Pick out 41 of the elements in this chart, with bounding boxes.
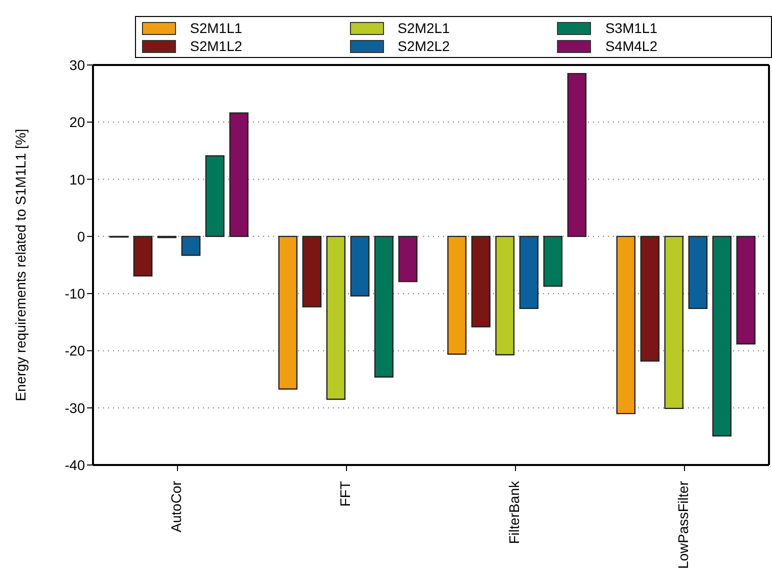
bar (736, 236, 756, 344)
bar (326, 236, 346, 400)
y-tick-label: 0 (77, 228, 86, 244)
bar (543, 236, 562, 287)
y-tick-label: -30 (64, 400, 86, 416)
bar (640, 236, 660, 362)
y-tick-label: -10 (64, 286, 86, 302)
bar (567, 72, 586, 238)
x-tick-label: AutoCor (168, 480, 184, 532)
x-tick-label: FFT (337, 480, 354, 507)
bar (471, 236, 490, 328)
legend-label: S2M2L1 (398, 20, 450, 36)
bar (350, 236, 370, 296)
bar (664, 236, 684, 410)
y-tick-label: -40 (64, 456, 86, 473)
bar (616, 236, 636, 414)
legend-label: S3M1L1 (605, 20, 658, 36)
bar (374, 236, 394, 378)
bar (495, 236, 514, 356)
bar (229, 112, 248, 238)
y-tick-label: 10 (69, 171, 86, 188)
bar (712, 236, 732, 436)
y-axis-title: Energy requirements related to S1M1L1 [%] (12, 128, 29, 402)
bar (302, 236, 322, 308)
y-tick-label: 30 (69, 56, 86, 73)
y-tick-label: -20 (64, 342, 86, 359)
bar (205, 155, 224, 238)
legend-label: S2M1L1 (190, 20, 242, 36)
legend-label: S2M2L2 (398, 38, 450, 54)
legend-label: S2M1L2 (190, 38, 242, 54)
x-tick-label: LowPassFilter (675, 480, 692, 569)
bar (133, 236, 152, 276)
bar (519, 236, 538, 310)
bar (447, 236, 466, 355)
legend-label: S4M4L2 (605, 38, 658, 54)
x-tick-label: FilterBank (506, 480, 522, 544)
bar (181, 236, 200, 256)
y-tick-label: 20 (69, 114, 86, 130)
bar (278, 236, 298, 390)
bar (688, 236, 708, 310)
bar (398, 236, 418, 282)
